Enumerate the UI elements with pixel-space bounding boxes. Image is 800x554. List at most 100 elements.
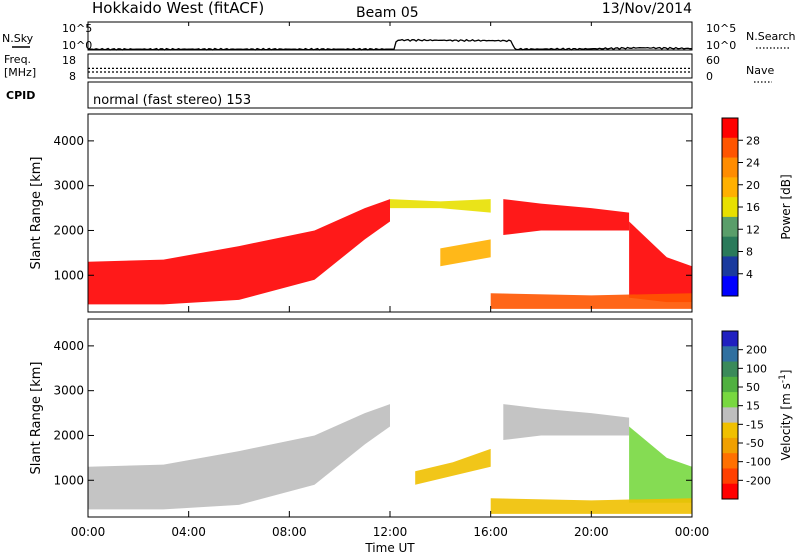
velocity-ylabel: Slant Range [km] — [29, 362, 44, 475]
cpid-panel-frame — [87, 81, 693, 109]
x-tick-label: 00:00 — [71, 525, 106, 539]
velocity-colorbar-segment — [722, 361, 738, 378]
power-colorbar-tick-label: 28 — [746, 134, 760, 147]
power-colorbar-tick-label: 8 — [746, 246, 753, 259]
freq-right-tick-top: 60 — [706, 54, 720, 67]
velocity-colorbar-segment — [722, 407, 738, 424]
velocity-colorbar-tick-label: -200 — [746, 474, 771, 487]
velocity-colorbar-segment — [722, 422, 738, 439]
x-tick-label: 08:00 — [272, 525, 307, 539]
x-tick-label: 12:00 — [373, 525, 408, 539]
power-colorbar-segment — [722, 197, 738, 218]
power-region — [390, 199, 491, 213]
noise-left-tick-bottom: 10^0 — [62, 39, 92, 52]
velocity-colorbar: 200 100 50 15 -15 -50 -100 -200 Velocity [m s-1… — [721, 330, 793, 500]
power-region — [88, 199, 390, 305]
velocity-label-sup: -1 — [778, 374, 788, 383]
freq-label-1: Freq. — [4, 53, 31, 66]
velocity-region — [415, 448, 491, 485]
velocity-colorbar-segment — [722, 437, 738, 454]
velocity-panel-frame — [87, 318, 693, 518]
noise-series-line — [87, 38, 693, 51]
noise-right-tick-bottom: 10^0 — [706, 39, 736, 52]
power-data — [88, 199, 692, 309]
velocity-region — [629, 426, 692, 503]
freq-panel: Freq. [MHz] 18 8 60 0 Nave — [4, 53, 774, 83]
velocity-axis-ticks: 1000 2000 3000 4000 — [53, 339, 693, 517]
power-region — [503, 199, 630, 235]
velocity-colorbar-segment — [722, 468, 738, 485]
power-region — [629, 221, 692, 303]
x-tick-label: 20:00 — [574, 525, 609, 539]
noise-axis-ticks — [87, 22, 693, 26]
velocity-colorbar-segments — [722, 331, 738, 500]
velocity-colorbar-segment — [722, 376, 738, 393]
power-colorbar-segment — [722, 256, 738, 277]
velocity-y-tick-label: 2000 — [53, 428, 84, 442]
velocity-label-main: Velocity [m s — [779, 383, 793, 460]
velocity-colorbar-label: Velocity [m s-1] — [778, 370, 793, 461]
velocity-y-tick-label: 1000 — [53, 473, 84, 487]
power-colorbar-tick-label: 12 — [746, 223, 760, 236]
power-colorbar-tick-label: 4 — [746, 268, 753, 281]
velocity-colorbar-segment — [722, 483, 738, 500]
power-colorbar-segment — [722, 216, 738, 238]
power-colorbar-tick-label: 16 — [746, 201, 760, 214]
date-label: 13/Nov/2014 — [602, 1, 692, 17]
velocity-y-tick-label: 4000 — [53, 339, 84, 353]
power-y-tick-label: 4000 — [53, 134, 84, 148]
velocity-colorbar-segment — [722, 346, 738, 363]
velocity-colorbar-segment — [722, 453, 738, 469]
nave-label: Nave — [746, 64, 774, 77]
power-panel: 1000 2000 3000 4000 Slant Range [km] — [29, 113, 693, 313]
freq-left-tick-top: 18 — [62, 54, 76, 67]
x-tick-label: 00:00 — [675, 525, 710, 539]
freq-label-2: [MHz] — [4, 66, 36, 79]
power-colorbar-segment — [722, 157, 738, 178]
velocity-label-end: ] — [779, 370, 793, 375]
x-axis-tick-labels: 00:00 04:00 08:00 12:00 16:00 20:00 00:00 — [71, 525, 710, 539]
station-title: Hokkaido West (fitACF) — [92, 0, 264, 17]
noise-right-label: N.Search — [746, 30, 796, 43]
power-colorbar-tick-label: 20 — [746, 179, 760, 192]
x-tick-label: 04:00 — [171, 525, 206, 539]
power-region — [440, 239, 491, 267]
velocity-colorbar-tick-label: 100 — [746, 362, 767, 375]
velocity-colorbar-tick-label: 200 — [746, 344, 767, 357]
power-colorbar-tick-label: 24 — [746, 157, 760, 170]
velocity-region — [88, 404, 390, 510]
power-colorbar-segment — [722, 177, 738, 198]
power-colorbar-segment — [722, 236, 738, 257]
noise-panel: N.Sky 10^5 10^0 10^5 10^0 N.Search — [2, 21, 796, 52]
power-colorbar-segments — [722, 118, 738, 297]
x-tick-label: 16:00 — [473, 525, 508, 539]
velocity-colorbar-ticks: 200 100 50 15 -15 -50 -100 -200 — [738, 344, 771, 487]
velocity-colorbar-frame — [721, 330, 739, 500]
power-ylabel: Slant Range [km] — [29, 157, 44, 270]
power-colorbar-ticks: 28 24 20 16 12 8 4 — [738, 134, 760, 281]
cpid-panel: CPID normal (fast stereo) 153 — [6, 81, 693, 109]
velocity-colorbar-tick-label: -100 — [746, 456, 771, 469]
power-colorbar-segment — [722, 137, 738, 159]
power-colorbar-segment — [722, 118, 738, 139]
velocity-region — [503, 404, 630, 440]
freq-right-tick-bottom: 0 — [706, 70, 713, 83]
power-y-tick-label: 2000 — [53, 223, 84, 237]
power-colorbar-segment — [722, 276, 738, 297]
velocity-y-tick-label: 3000 — [53, 384, 84, 398]
power-y-tick-label: 1000 — [53, 268, 84, 282]
power-colorbar-label: Power [dB] — [779, 174, 793, 239]
velocity-colorbar-tick-label: -50 — [746, 437, 764, 450]
velocity-colorbar-tick-label: 15 — [746, 400, 760, 413]
x-axis-label: Time UT — [364, 541, 415, 554]
velocity-panel: 1000 2000 3000 4000 Slant Range [km] — [29, 318, 693, 518]
velocity-region — [490, 498, 692, 514]
freq-left-tick-bottom: 8 — [69, 70, 76, 83]
velocity-colorbar-tick-label: -15 — [746, 418, 764, 431]
freq-panel-frame — [87, 53, 693, 79]
cpid-text: normal (fast stereo) 153 — [93, 93, 251, 108]
power-region — [490, 293, 692, 309]
noise-left-tick-top: 10^5 — [62, 22, 92, 35]
noise-left-label: N.Sky — [2, 32, 34, 45]
